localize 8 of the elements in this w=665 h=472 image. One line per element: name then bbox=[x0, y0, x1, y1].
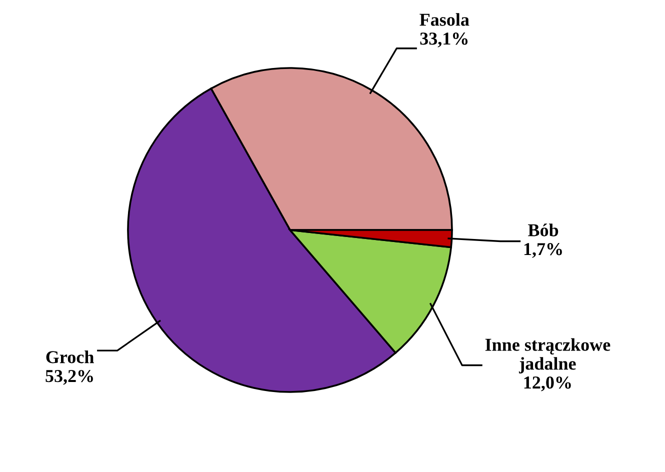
slice-label: Groch bbox=[46, 350, 94, 364]
data-label: 12,0% bbox=[524, 376, 571, 392]
slice-label: Inne strączkowe jadalne bbox=[485, 338, 610, 374]
slice-label: Bób bbox=[528, 224, 558, 236]
slice-label: Fasola bbox=[420, 13, 470, 26]
data-label: 1,7% bbox=[524, 243, 562, 258]
data-label: 33,1% bbox=[420, 32, 468, 48]
data-label: 53,2% bbox=[46, 370, 93, 385]
